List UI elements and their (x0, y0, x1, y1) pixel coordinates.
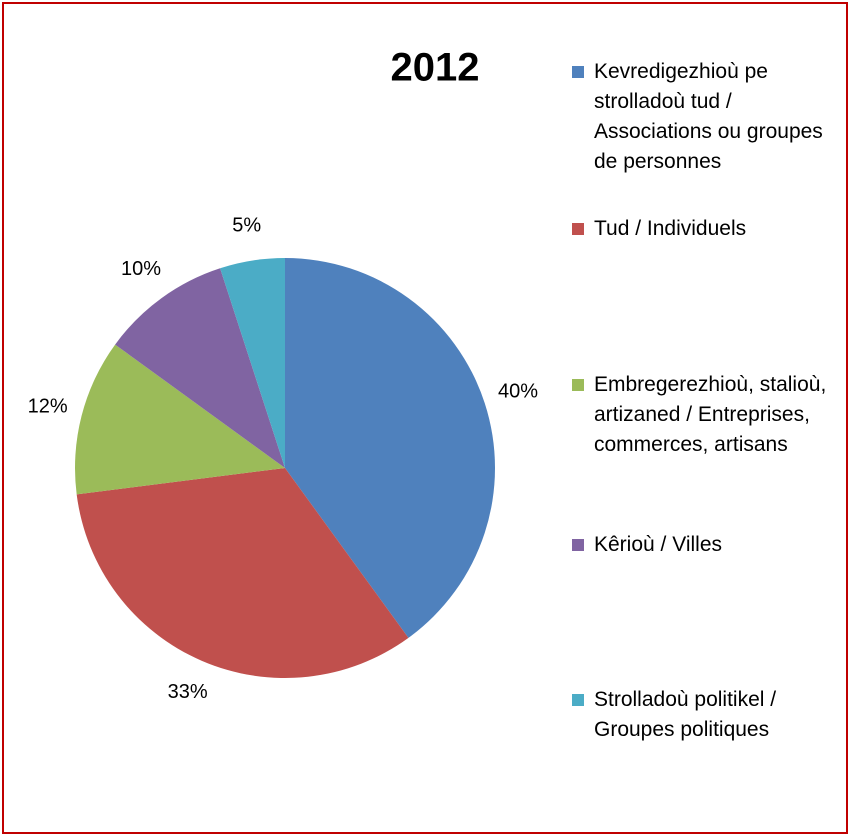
data-label: 5% (232, 214, 261, 236)
legend-swatch (572, 223, 584, 235)
legend-label: Embregerezhioù, stalioù, artizaned / Ent… (594, 373, 827, 456)
data-label: 10% (121, 258, 161, 280)
pie-slice (115, 268, 285, 468)
legend-item: Kevredigezhioù pe strolladoù tud / Assoc… (572, 57, 834, 177)
legend-item: Strolladoù politikel / Groupes politique… (572, 685, 834, 745)
pie-slice (285, 258, 495, 638)
legend-label: Kêrioù / Villes (594, 533, 723, 556)
pie-slice (75, 344, 286, 495)
legend-swatch (572, 66, 584, 78)
legend-item: Tud / Individuels (572, 214, 834, 244)
legend-item: Kêrioù / Villes (572, 530, 834, 560)
data-label: 33% (168, 681, 208, 703)
legend-item: Embregerezhioù, stalioù, artizaned / Ent… (572, 370, 834, 460)
legend-label: Tud / Individuels (594, 217, 747, 240)
legend-label: Kevredigezhioù pe strolladoù tud / Assoc… (594, 60, 823, 173)
legend-swatch (572, 694, 584, 706)
data-label: 12% (28, 395, 68, 417)
data-label: 40% (498, 381, 538, 403)
pie-slice (220, 258, 285, 468)
legend-swatch (572, 379, 584, 391)
legend-swatch (572, 539, 584, 551)
pie-slice (76, 468, 409, 678)
legend-label: Strolladoù politikel / Groupes politique… (594, 688, 777, 741)
chart-title: 2012 (391, 46, 480, 90)
